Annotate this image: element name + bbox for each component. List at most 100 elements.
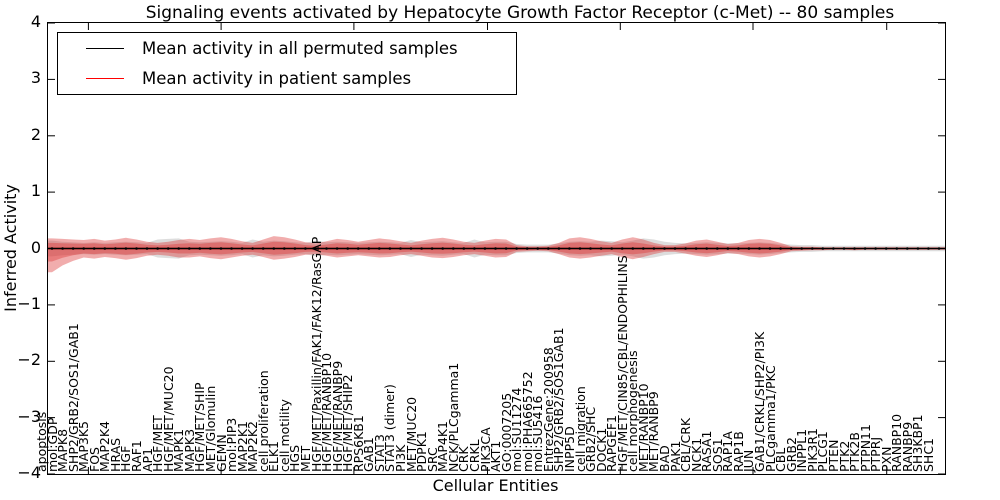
legend-label-permuted: Mean activity in all permuted samples [142,39,458,59]
marker-dot [494,247,497,250]
marker-dot [272,247,276,250]
marker-dot [335,247,339,250]
marker-dot [124,247,128,250]
marker-dot [578,247,582,250]
marker-dot [230,247,233,250]
marker-dot [758,247,761,250]
marker-dot [589,247,592,250]
marker-dot [927,247,930,250]
marker-dot [642,247,645,250]
marker-dot [209,247,212,250]
marker-dot [388,247,392,250]
marker-dot [599,247,603,250]
band-patient-samples-std-band-outer [48,236,945,273]
permuted-line-icon [86,48,124,50]
y-tick-label: 2 [30,124,41,144]
marker-dot [525,247,529,250]
marker-dot [652,247,656,250]
chart-title: Signaling events activated by Hepatocyte… [145,3,895,23]
marker-dot [684,247,687,250]
marker-dot [884,247,888,250]
marker-dot [811,247,814,250]
marker-dot [177,247,180,250]
marker-dot [663,247,666,250]
marker-dot [504,247,508,250]
y-tick-label: −3 [17,406,41,426]
marker-dot [853,247,856,250]
y-tick-label: −1 [17,293,41,313]
marker-dot [219,247,223,250]
marker-dot [821,247,825,250]
marker-dot [747,247,751,250]
band-patient-samples-std-band-inner [48,241,945,262]
marker-dot [166,247,170,250]
y-tick-label: 0 [30,237,41,257]
marker-dot [620,247,624,250]
marker-dot [789,247,793,250]
marker-dot [251,247,254,250]
marker-dot [135,247,138,250]
marker-dot [367,247,371,250]
marker-dot [283,247,286,250]
patient-line-icon [86,77,124,79]
legend-label-patient: Mean activity in patient samples [142,68,412,88]
marker-dot [304,247,307,250]
marker-dot [779,247,782,250]
marker-dot [916,247,920,250]
marker-dot [261,247,265,250]
marker-dot [156,247,159,250]
chart-canvas [48,23,945,474]
marker-dot [314,247,318,250]
marker-dot [631,247,635,250]
marker-dot [409,247,413,250]
marker-dot [188,247,191,250]
marker-dot [842,247,846,250]
marker-dot [726,247,730,250]
legend: Mean activity in all permuted samples Me… [57,32,517,95]
marker-dot [874,247,877,250]
marker-dot [82,247,85,250]
marker-dot [462,247,466,250]
marker-dot [71,247,75,250]
marker-dot [895,247,899,250]
marker-dot [420,247,423,250]
marker-dot [92,247,96,250]
marker-dot [536,247,539,250]
marker-dot [694,247,698,250]
marker-dot [452,247,455,250]
marker-dot [399,247,402,250]
marker-dot [430,247,434,250]
marker-dot [800,247,803,250]
marker-dot [356,247,360,250]
y-tick-label: 4 [30,12,41,31]
marker-dot [114,247,117,250]
marker-dot [441,247,445,250]
marker-dot [705,247,708,250]
marker-dot [610,247,613,250]
marker-dot [325,247,328,250]
marker-dot [103,247,107,250]
marker-dot [568,247,571,250]
marker-dot [145,247,149,250]
marker-dot [768,247,772,250]
marker-dot [293,247,297,250]
marker-dot [240,247,244,250]
y-tick-label: −2 [17,350,41,370]
legend-row: Mean activity in patient samples [58,64,516,92]
marker-dot [557,247,561,250]
marker-dot [832,247,835,250]
plot-area [47,22,946,475]
marker-dot [906,247,909,250]
marker-dot [198,247,202,250]
marker-dot [515,247,518,250]
x-axis-label: Cellular Entities [432,476,559,495]
y-tick-label: −4 [17,463,41,482]
y-tick-label: 3 [30,68,41,88]
marker-dot [346,247,350,250]
marker-dot [673,247,677,250]
y-tick-label: 1 [30,181,41,201]
marker-dot [483,247,487,250]
marker-dot [716,247,719,250]
marker-dot [473,247,476,250]
